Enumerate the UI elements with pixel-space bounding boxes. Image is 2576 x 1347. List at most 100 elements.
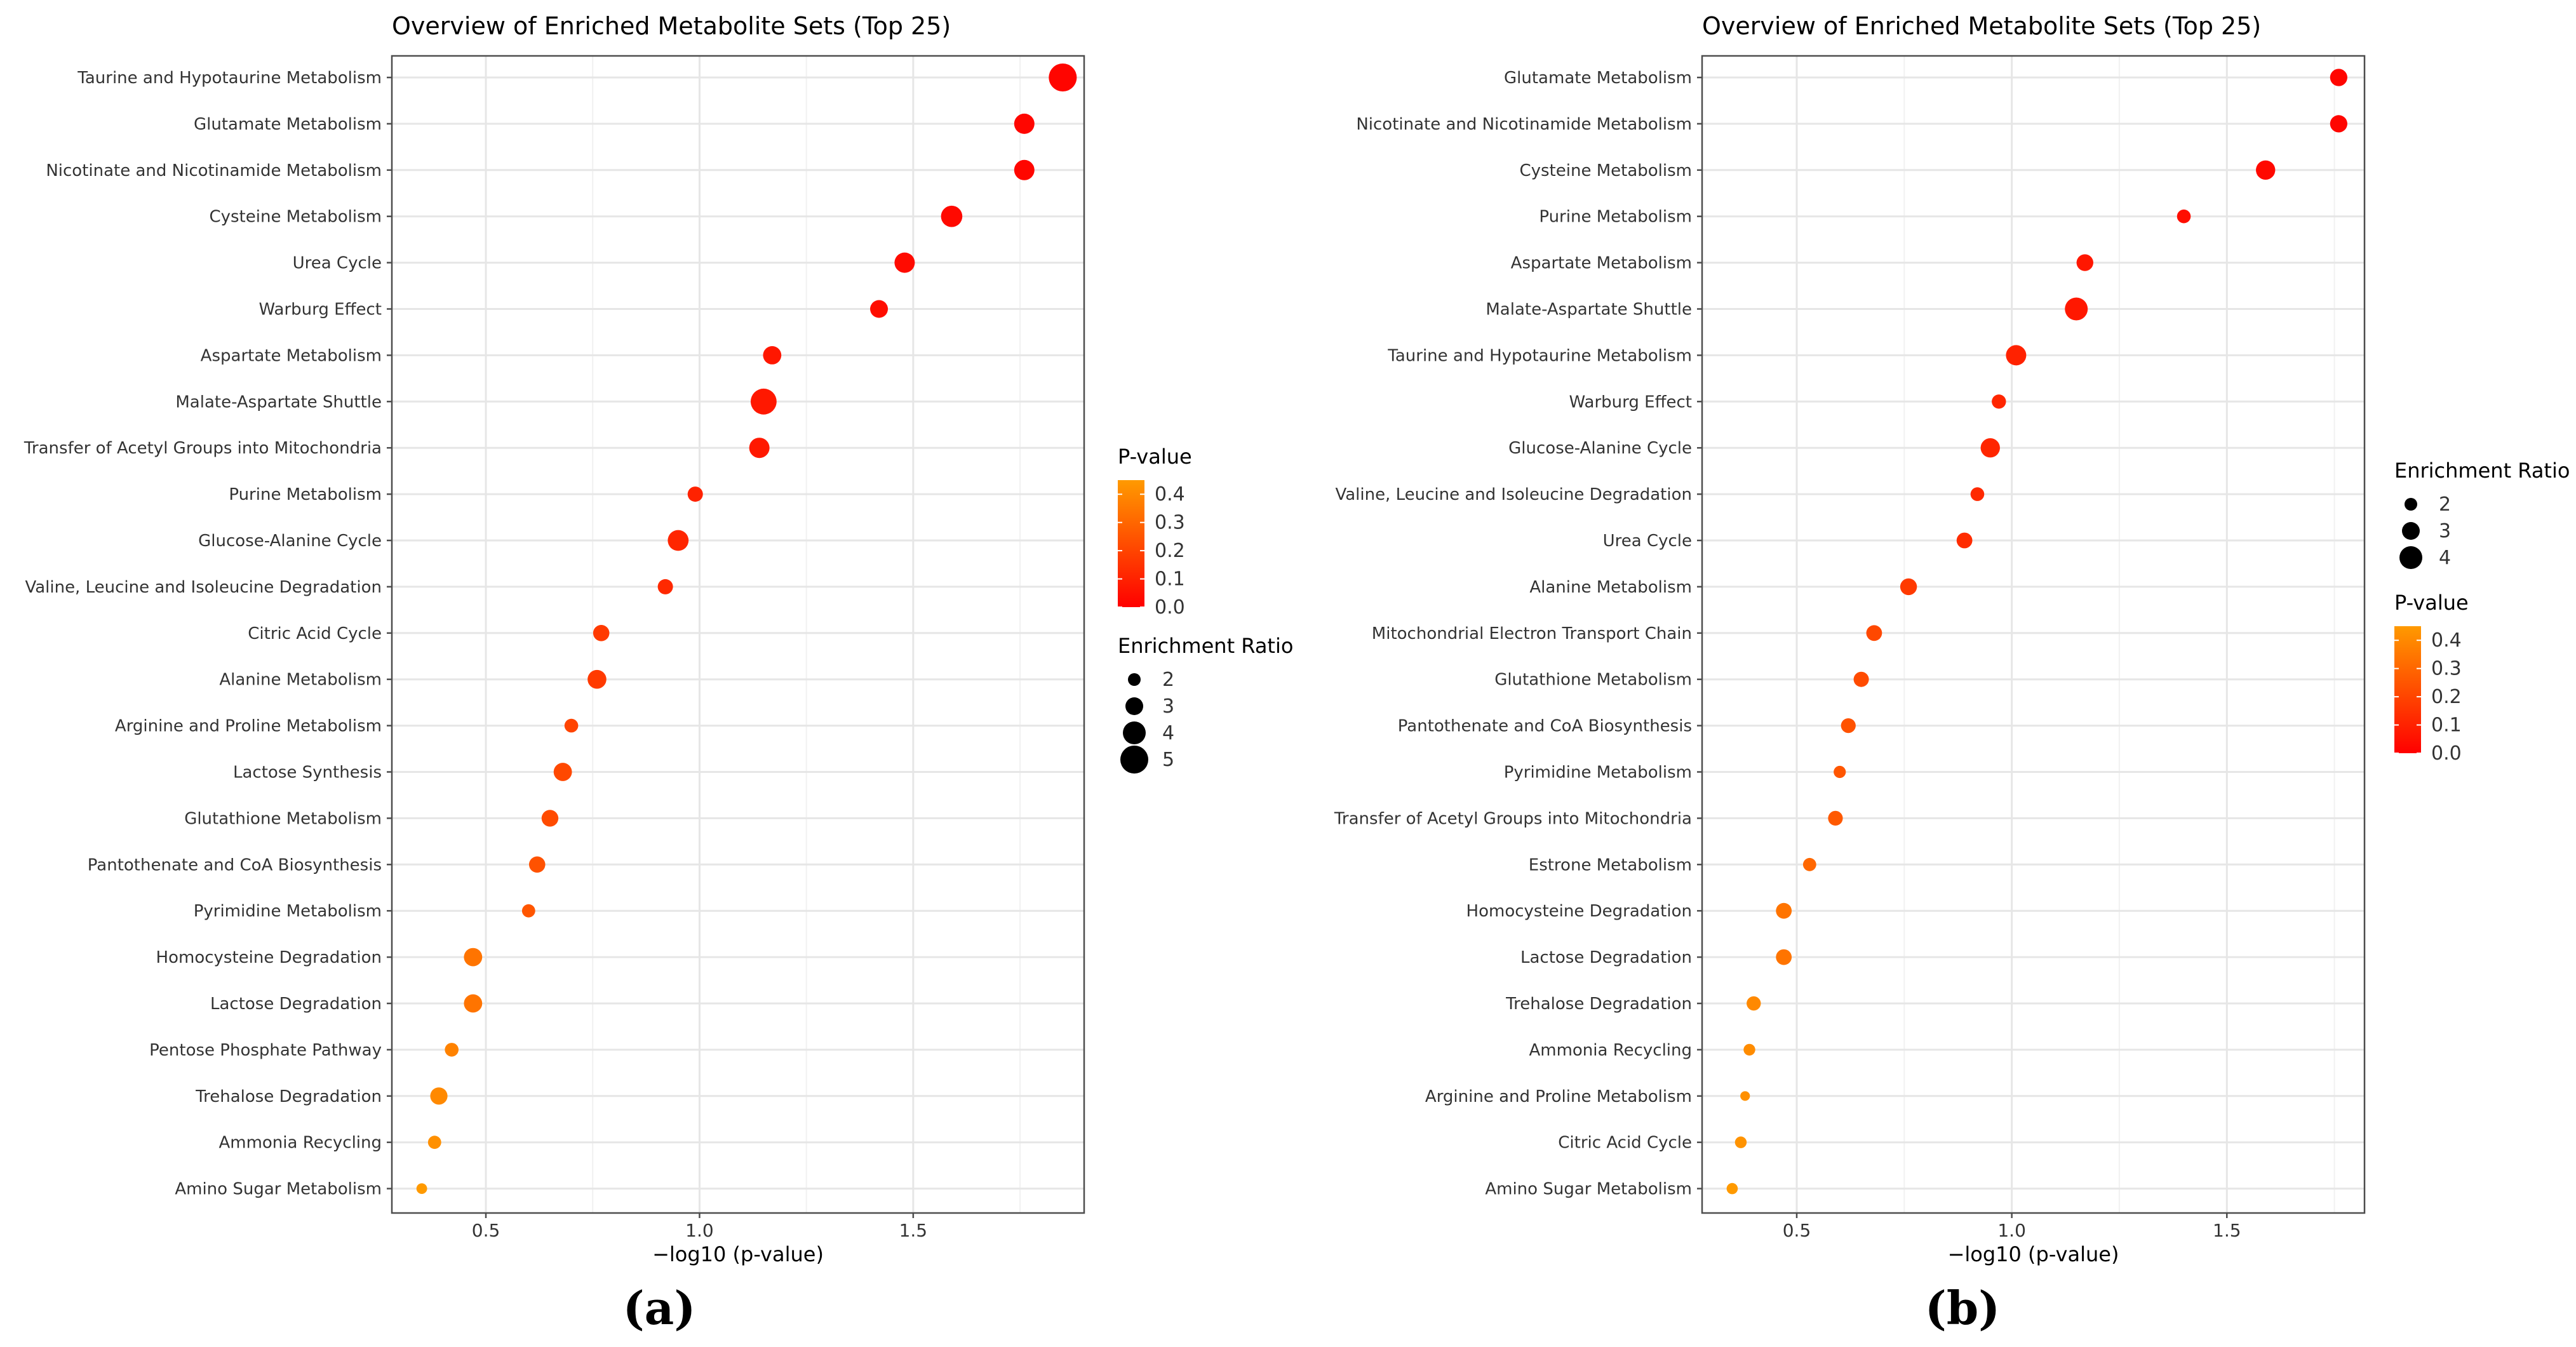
data-point <box>430 1087 448 1105</box>
panel-border <box>1701 55 2366 1214</box>
size-legend-symbol <box>1123 721 1146 744</box>
data-point <box>464 948 483 967</box>
y-tick-label: Glutamate Metabolism <box>194 115 382 134</box>
y-tick-label: Valine, Leucine and Isoleucine Degradati… <box>1335 485 1692 504</box>
color-legend-label: 0.1 <box>2431 714 2462 737</box>
size-legend-symbol <box>2402 522 2420 540</box>
color-legend-bar <box>2394 626 2421 753</box>
size-legend-label: 2 <box>1162 669 1174 691</box>
chart-panel-b: Overview of Enriched Metabolite Sets (To… <box>1334 12 2570 1335</box>
data-point <box>1014 113 1035 134</box>
data-point <box>2065 297 2088 321</box>
data-point <box>1049 64 1077 91</box>
y-tick-label: Urea Cycle <box>1603 532 1692 551</box>
size-legend-label: 3 <box>2439 520 2451 542</box>
data-point <box>1828 810 1843 826</box>
data-point <box>1747 996 1761 1011</box>
y-tick-label: Amino Sugar Metabolism <box>175 1180 382 1199</box>
y-tick-label: Glutathione Metabolism <box>184 809 382 828</box>
y-tick-label: Citric Acid Cycle <box>1558 1134 1692 1153</box>
data-point <box>749 438 770 459</box>
data-point <box>553 763 572 781</box>
color-legend-label: 0.1 <box>1155 568 1185 591</box>
size-legend-symbol <box>1125 697 1143 715</box>
y-tick-label: Pyrimidine Metabolism <box>1504 763 1692 782</box>
y-tick-label: Taurine and Hypotaurine Metabolism <box>1387 346 1692 365</box>
color-legend-label: 0.4 <box>2431 629 2462 652</box>
data-point <box>1014 159 1035 180</box>
data-point <box>763 346 782 365</box>
y-tick-label: Glucose-Alanine Cycle <box>198 532 382 551</box>
x-tick-label: 0.5 <box>472 1220 500 1241</box>
y-tick-label: Pyrimidine Metabolism <box>194 902 382 921</box>
data-point <box>1776 902 1792 919</box>
data-point <box>1734 1136 1747 1148</box>
data-point <box>2177 209 2191 224</box>
data-point <box>541 810 559 827</box>
size-legend-symbol <box>2399 546 2422 569</box>
y-tick-label: Urea Cycle <box>293 254 382 273</box>
y-tick-label: Aspartate Metabolism <box>1511 254 1692 273</box>
y-tick-label: Alanine Metabolism <box>219 671 382 690</box>
data-point <box>1900 578 1917 596</box>
y-tick-label: Warburg Effect <box>259 300 382 319</box>
y-tick-label: Amino Sugar Metabolism <box>1485 1180 1692 1199</box>
data-point <box>2330 115 2347 133</box>
size-legend-symbol <box>2405 498 2417 511</box>
y-tick-label: Malate-Aspartate Shuttle <box>1486 300 1692 319</box>
x-tick-label: 1.0 <box>1997 1220 2026 1241</box>
data-point <box>657 579 673 594</box>
chart-title: Overview of Enriched Metabolite Sets (To… <box>392 12 951 40</box>
data-point <box>1956 532 1973 549</box>
data-point <box>528 856 546 873</box>
y-tick-label: Aspartate Metabolism <box>201 346 382 365</box>
panel-caption: (a) <box>623 1281 696 1335</box>
y-tick-label: Pentose Phosphate Pathway <box>149 1041 382 1060</box>
color-legend-label: 0.0 <box>1155 596 1185 619</box>
y-tick-label: Trehalose Degradation <box>195 1087 382 1106</box>
color-legend-label: 0.4 <box>1155 483 1185 506</box>
y-tick-label: Warburg Effect <box>1569 392 1692 412</box>
data-point <box>445 1043 459 1057</box>
y-tick-label: Cysteine Metabolism <box>1519 161 1692 180</box>
color-legend-label: 0.3 <box>1155 512 1185 534</box>
y-tick-label: Trehalose Degradation <box>1505 995 1692 1014</box>
data-point <box>687 486 703 502</box>
data-point <box>521 904 535 918</box>
y-tick-label: Ammonia Recycling <box>218 1134 382 1153</box>
panel-caption: (b) <box>1925 1281 2000 1335</box>
y-tick-label: Glutathione Metabolism <box>1494 671 1692 690</box>
data-point <box>464 994 483 1013</box>
data-point <box>1834 765 1846 779</box>
plot-area <box>1702 56 2365 1213</box>
x-tick-label: 1.0 <box>685 1220 714 1241</box>
y-tick-label: Mitochondrial Electron Transport Chain <box>1372 624 1692 643</box>
data-point <box>1853 671 1869 687</box>
y-tick-label: Nicotinate and Nicotinamide Metabolism <box>46 161 382 180</box>
y-tick-label: Glucose-Alanine Cycle <box>1508 439 1692 458</box>
color-legend-label: 0.0 <box>2431 742 2462 765</box>
size-legend-title: Enrichment Ratio <box>2394 459 2570 483</box>
size-legend-label: 2 <box>2439 493 2451 516</box>
data-point <box>587 669 607 689</box>
plot-area <box>392 56 1084 1213</box>
data-point <box>1726 1183 1738 1195</box>
x-axis-label: −log10 (p-value) <box>1948 1242 2119 1266</box>
size-legend-label: 5 <box>1162 749 1174 771</box>
y-tick-label: Estrone Metabolism <box>1529 855 1692 875</box>
x-tick-label: 0.5 <box>1783 1220 1811 1241</box>
y-tick-label: Pantothenate and CoA Biosynthesis <box>1398 717 1692 736</box>
data-point <box>2006 345 2027 366</box>
size-legend-symbol <box>1120 746 1148 774</box>
y-tick-label: Alanine Metabolism <box>1529 578 1692 597</box>
data-point <box>1740 1091 1750 1101</box>
size-legend-label: 4 <box>2439 547 2451 569</box>
data-point <box>593 625 610 641</box>
data-point <box>1992 394 2006 409</box>
y-tick-label: Transfer of Acetyl Groups into Mitochond… <box>23 439 382 458</box>
size-legend-title: Enrichment Ratio <box>1118 634 1293 658</box>
data-point <box>1980 438 2000 458</box>
x-tick-label: 1.5 <box>2213 1220 2241 1241</box>
data-point <box>894 252 915 273</box>
